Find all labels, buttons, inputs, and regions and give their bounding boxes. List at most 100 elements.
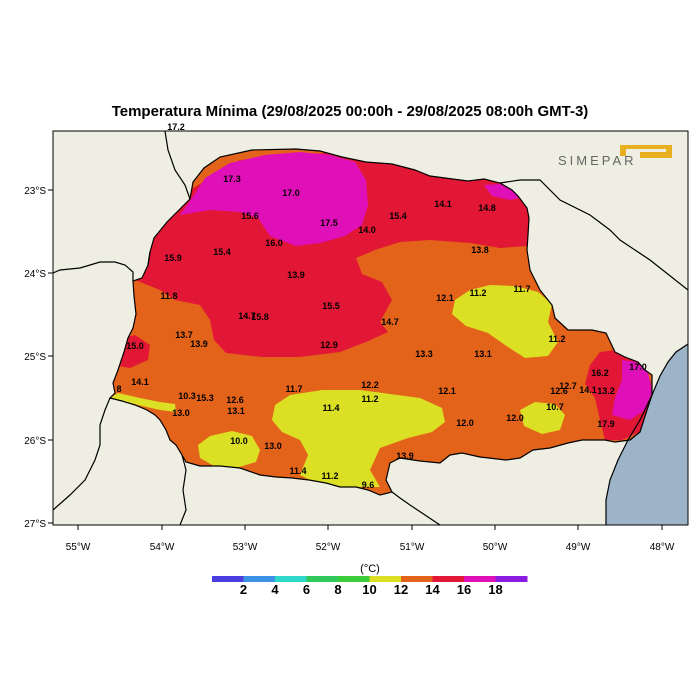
y-axis: 23°S 24°S 25°S 26°S 27°S: [24, 186, 53, 530]
colorbar-label: 6: [303, 582, 310, 597]
colorbar-label: 12: [394, 582, 408, 597]
station-value: 15.5: [322, 301, 340, 311]
station-value: 15.3: [196, 393, 214, 403]
station-value: 9.6: [362, 480, 375, 490]
map-title: Temperatura Mínima (29/08/2025 00:00h - …: [111, 103, 589, 120]
x-tick-label: 55°W: [66, 542, 91, 553]
station-value: 14.1: [131, 377, 149, 387]
colorbar-segment: [338, 576, 370, 582]
station-value: 11.2: [321, 471, 338, 481]
station-value: 14.0: [358, 225, 376, 235]
zone-16-18-north: [180, 152, 368, 246]
station-value: 11.8: [160, 291, 177, 301]
station-value: 14.1: [434, 199, 452, 209]
zone-10-12-central: [272, 390, 445, 487]
colorbar: 2 4 6 8 10 12 14 16 18: [212, 576, 528, 597]
station-value: 13.9: [190, 339, 208, 349]
station-value: 12.6: [550, 386, 568, 396]
station-value: 14.8: [478, 203, 496, 213]
colorbar-segment: [369, 576, 402, 582]
station-value: 11.7: [285, 384, 302, 394]
station-value: 15.8: [251, 312, 269, 322]
station-value: 13.1: [227, 406, 245, 416]
x-tick-label: 54°W: [150, 542, 175, 553]
colorbar-label: 2: [240, 582, 247, 597]
ocean-area: [606, 344, 688, 525]
station-value: 13.0: [264, 441, 282, 451]
station-value: 11.4: [289, 466, 306, 476]
station-value: 15.0: [126, 341, 144, 351]
station-value: 10.3: [178, 391, 196, 401]
zone-10-12-southeast: [520, 402, 565, 434]
station-value: 16.2: [591, 368, 609, 378]
station-value: 11.2: [469, 288, 486, 298]
x-tick-label: 52°W: [316, 542, 341, 553]
station-value: 15.9: [164, 253, 182, 263]
station-value: 13.7: [175, 330, 193, 340]
zone-16-18-east: [612, 360, 652, 420]
border-mato-grosso-do-sul: [53, 251, 151, 281]
y-tick-label: 23°S: [24, 186, 46, 197]
colorbar-segment: [275, 576, 307, 582]
colorbar-label: 18: [488, 582, 502, 597]
zone-16-18-ne: [484, 184, 520, 200]
x-axis: 55°W 54°W 53°W 52°W 51°W 50°W 49°W 48°W: [66, 525, 675, 553]
colorbar-label: 8: [334, 582, 341, 597]
colorbar-segment: [464, 576, 496, 582]
x-tick-label: 51°W: [400, 542, 425, 553]
station-values: 17.2 17.3 17.0 15.6 17.5 14.0 15.4 14.1 14.8 16.0…: [116, 122, 646, 490]
station-value: 11.7: [513, 284, 530, 294]
station-value: 17.9: [597, 419, 615, 429]
station-value: 17.2: [167, 122, 185, 132]
station-value: 15.4: [389, 211, 407, 221]
station-value: 15.6: [241, 211, 259, 221]
y-tick-label: 27°S: [24, 519, 46, 530]
station-value: 11.2: [548, 334, 565, 344]
station-value: 12.9: [320, 340, 338, 350]
colorbar-segment: [306, 576, 339, 582]
station-value: 10.7: [546, 402, 564, 412]
y-tick-label: 25°S: [24, 352, 46, 363]
station-value: 13.2: [597, 386, 615, 396]
station-value: 17.0: [282, 188, 300, 198]
zone-10-12-southwest: [198, 431, 260, 468]
x-tick-label: 48°W: [650, 542, 675, 553]
colorbar-label: 14: [425, 582, 440, 597]
station-value: 12.0: [456, 418, 474, 428]
colorbar-unit: (°C): [360, 563, 380, 575]
colorbar-segment: [243, 576, 276, 582]
logo-text: SIMEPAR: [558, 153, 637, 168]
station-value: 13.9: [396, 451, 414, 461]
station-value: 16.0: [265, 238, 283, 248]
colorbar-segment: [401, 576, 433, 582]
station-value: 14.7: [238, 311, 256, 321]
station-value: 13.8: [471, 245, 489, 255]
colorbar-segment: [432, 576, 465, 582]
coastline: [605, 343, 688, 525]
station-value: 13.0: [172, 408, 190, 418]
station-value: 17.5: [320, 218, 338, 228]
station-value: 13.1: [474, 349, 492, 359]
station-value: 14.7: [381, 317, 399, 327]
colorbar-label: 4: [271, 582, 279, 597]
station-value: 13.9: [287, 270, 305, 280]
station-value: 17.0: [629, 362, 647, 372]
station-value: 12.1: [436, 293, 454, 303]
colorbar-label: 16: [457, 582, 471, 597]
station-value: 12.0: [506, 413, 524, 423]
border-paraguay-argentina: [53, 397, 187, 525]
border-santa-catarina: [391, 491, 441, 525]
map-plot-area: SIMEPAR: [53, 131, 688, 525]
station-value: 17.3: [223, 174, 241, 184]
simepar-logo: SIMEPAR: [558, 145, 672, 168]
colorbar-segment: [212, 576, 244, 582]
colorbar-segment: [495, 576, 528, 582]
station-value: 10.0: [230, 436, 248, 446]
border-sao-paulo: [164, 131, 688, 291]
station-value: 12.6: [226, 395, 244, 405]
x-tick-label: 49°W: [566, 542, 591, 553]
station-value: 12.7: [559, 381, 577, 391]
y-tick-label: 24°S: [24, 269, 46, 280]
colorbar-label: 10: [362, 582, 376, 597]
